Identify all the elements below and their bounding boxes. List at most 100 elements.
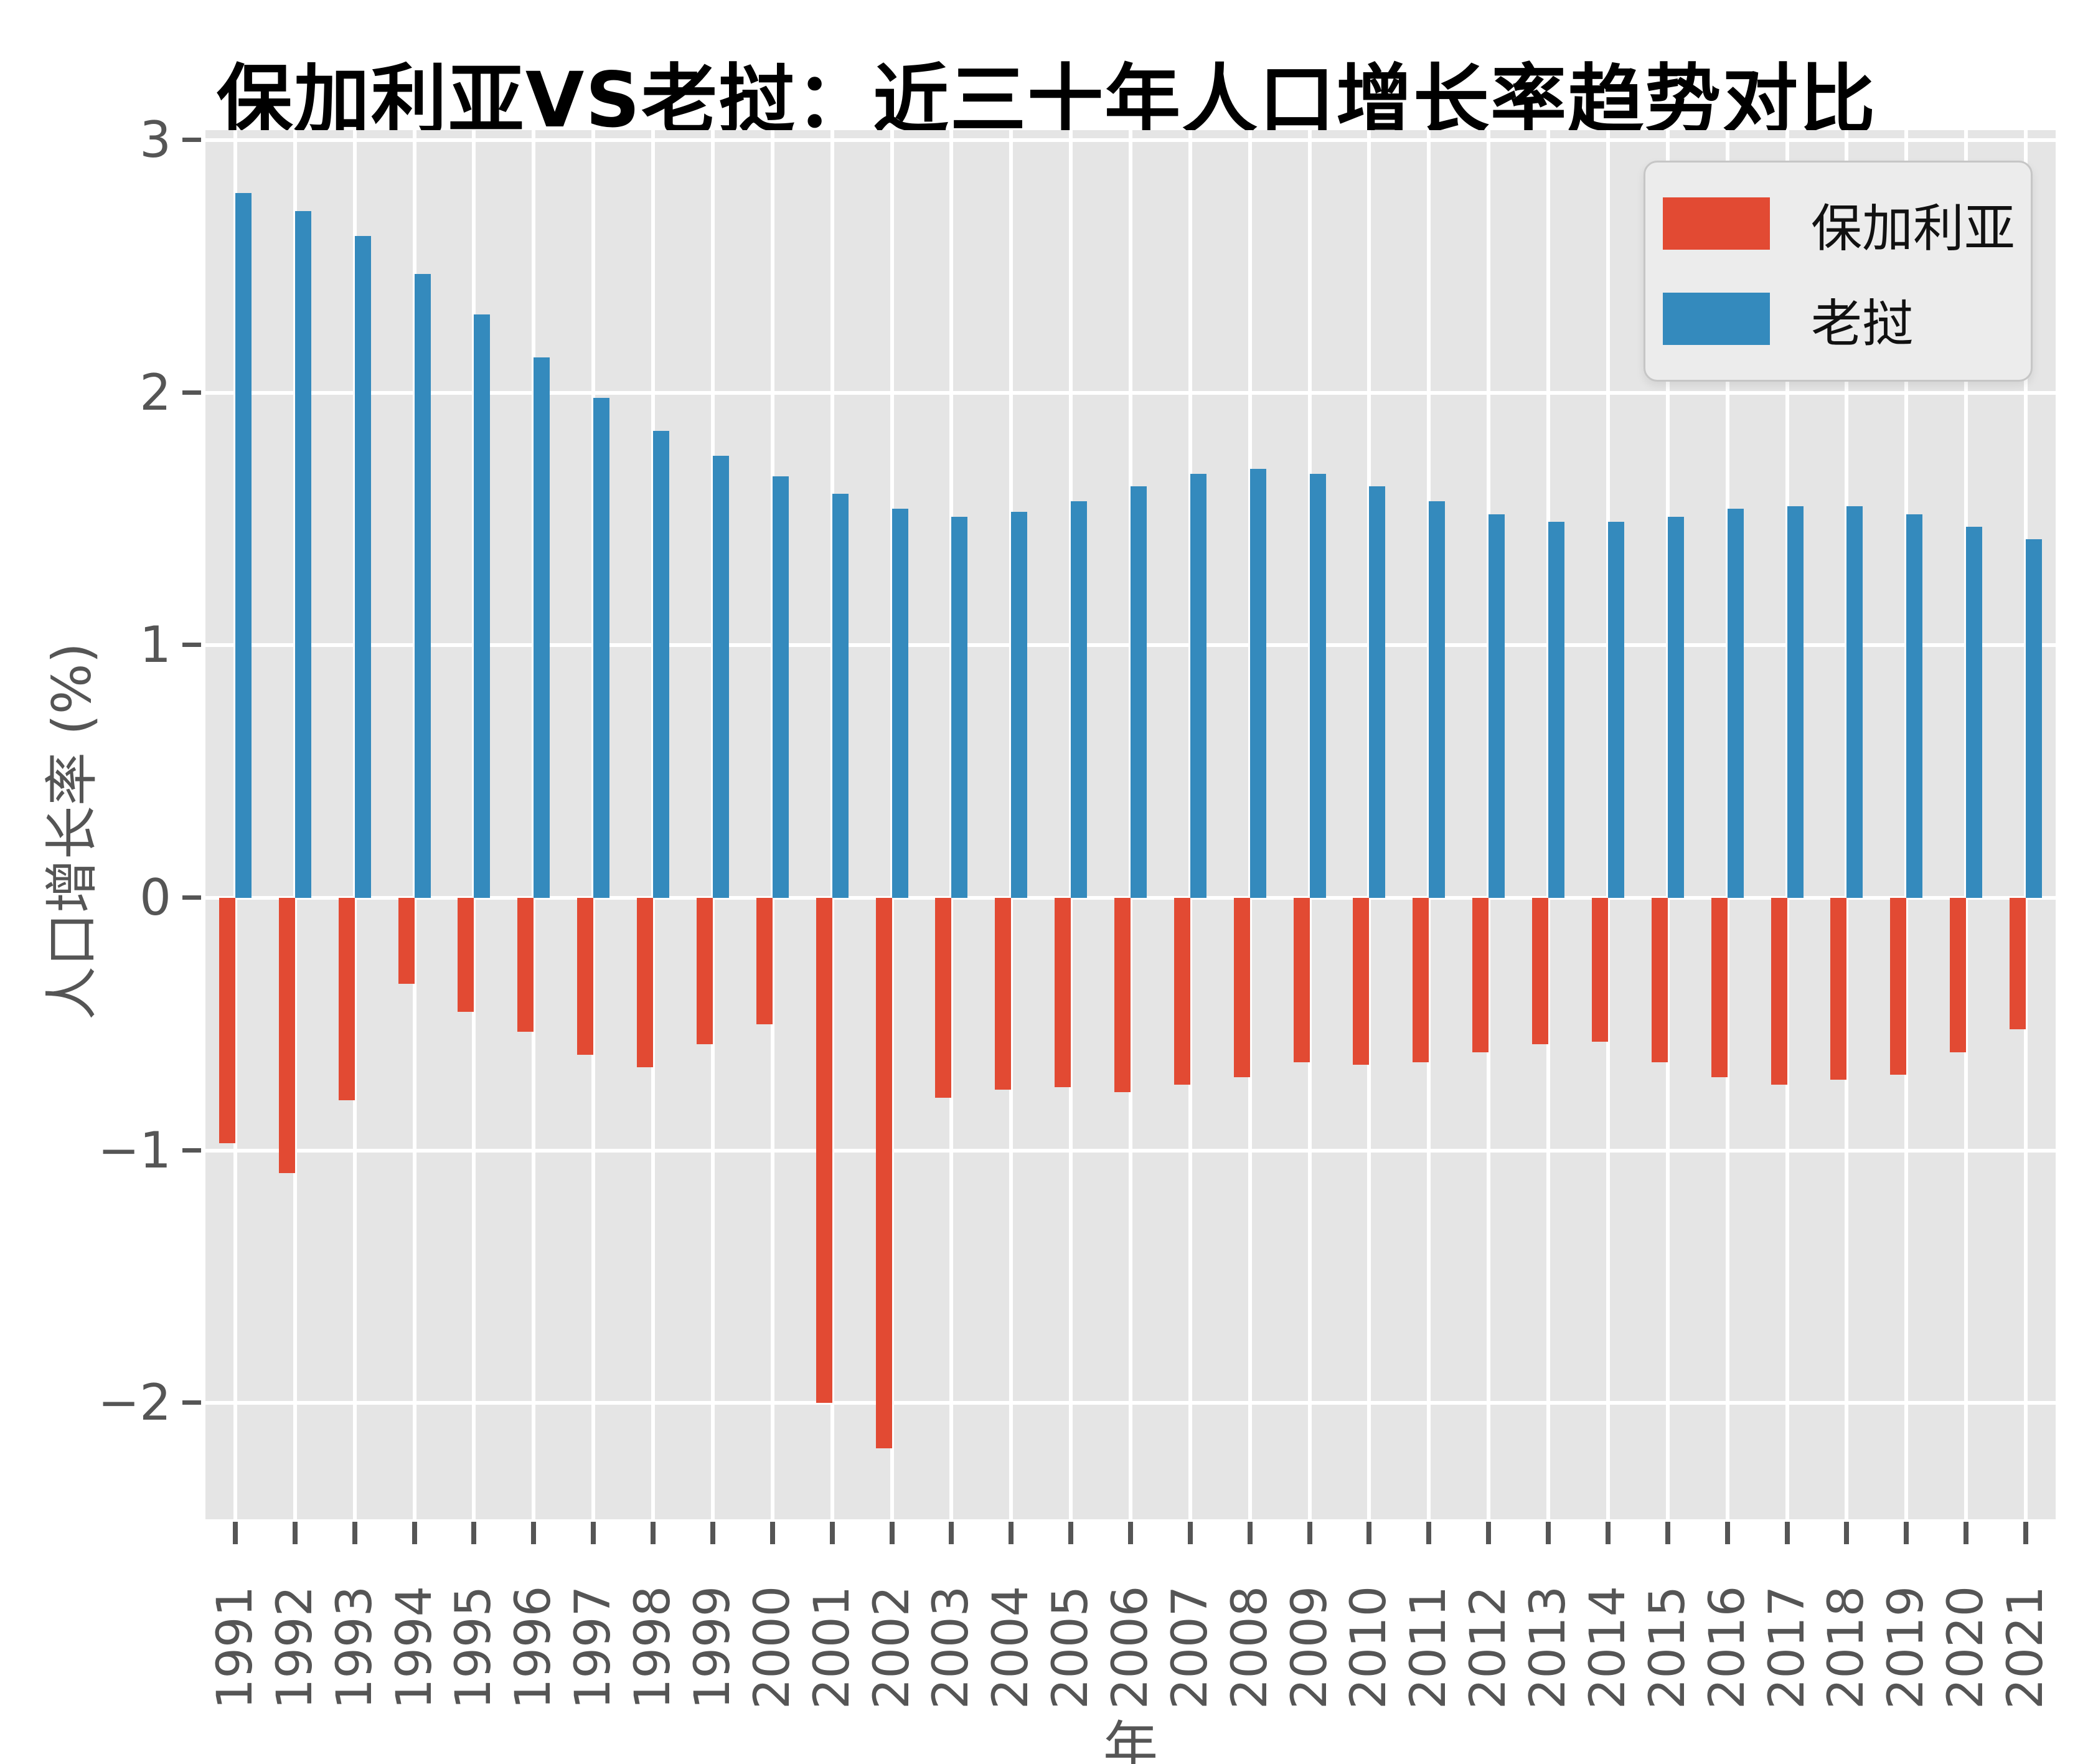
bar-laos-2018 bbox=[1846, 506, 1863, 899]
bulgaria-color-swatch-icon bbox=[1663, 197, 1770, 250]
bar-laos-2017 bbox=[1787, 506, 1804, 899]
y-tick-mark bbox=[182, 895, 201, 900]
x-tick-mark bbox=[1964, 1522, 1969, 1544]
y-gridline bbox=[205, 1148, 2056, 1153]
x-tick-label-1998: 1998 bbox=[625, 1585, 682, 1710]
plot-area: 保加利亚 老挝 bbox=[205, 130, 2056, 1519]
y-tick-mark bbox=[182, 1148, 201, 1153]
x-tick-label-2013: 2013 bbox=[1520, 1585, 1577, 1710]
x-tick-mark bbox=[829, 1522, 835, 1544]
bar-bulgaria-2012 bbox=[1472, 898, 1489, 1052]
bar-bulgaria-2005 bbox=[1055, 898, 1071, 1088]
x-tick-label-1996: 1996 bbox=[506, 1585, 562, 1710]
x-tick-label-2002: 2002 bbox=[863, 1585, 920, 1710]
y-tick-mark bbox=[182, 1400, 201, 1405]
bar-bulgaria-2004 bbox=[995, 898, 1012, 1090]
bar-bulgaria-1992 bbox=[278, 898, 295, 1174]
x-tick-label-2019: 2019 bbox=[1878, 1585, 1935, 1710]
bar-laos-1995 bbox=[474, 314, 491, 899]
x-tick-label-2000: 2000 bbox=[744, 1585, 801, 1710]
x-tick-label-2003: 2003 bbox=[923, 1585, 980, 1710]
bar-bulgaria-2020 bbox=[1950, 898, 1967, 1052]
bar-bulgaria-2014 bbox=[1591, 898, 1608, 1042]
x-tick-mark bbox=[949, 1522, 954, 1544]
x-tick-mark bbox=[471, 1522, 477, 1544]
bar-laos-2001 bbox=[832, 494, 849, 899]
bar-bulgaria-1998 bbox=[637, 898, 654, 1067]
x-tick-label-2007: 2007 bbox=[1162, 1585, 1218, 1710]
bar-laos-2010 bbox=[1369, 486, 1386, 899]
bar-bulgaria-2015 bbox=[1651, 898, 1668, 1062]
bar-bulgaria-2011 bbox=[1413, 898, 1429, 1062]
bar-laos-2008 bbox=[1249, 468, 1266, 899]
chart-title: 保加利亚VS老挝：近三十年人口增长率趋势对比 bbox=[216, 56, 1877, 144]
x-tick-label-2012: 2012 bbox=[1460, 1585, 1517, 1710]
x-tick-mark bbox=[1187, 1522, 1193, 1544]
bar-laos-2015 bbox=[1667, 516, 1684, 899]
bar-bulgaria-2009 bbox=[1293, 898, 1310, 1062]
x-tick-mark bbox=[1247, 1522, 1253, 1544]
bar-laos-2007 bbox=[1190, 473, 1206, 899]
bar-bulgaria-2007 bbox=[1173, 898, 1190, 1085]
y-tick-label: −1 bbox=[98, 1121, 171, 1179]
bar-bulgaria-2010 bbox=[1353, 898, 1370, 1065]
x-tick-label-1992: 1992 bbox=[266, 1585, 323, 1710]
x-tick-mark bbox=[1605, 1522, 1611, 1544]
legend: 保加利亚 老挝 bbox=[1644, 161, 2033, 382]
bar-laos-2021 bbox=[2026, 539, 2043, 899]
bar-laos-2009 bbox=[1309, 473, 1326, 899]
bar-bulgaria-2016 bbox=[1711, 898, 1728, 1078]
x-tick-mark bbox=[292, 1522, 298, 1544]
x-tick-mark bbox=[1486, 1522, 1492, 1544]
x-tick-label-1997: 1997 bbox=[565, 1585, 622, 1710]
x-tick-label-2008: 2008 bbox=[1221, 1585, 1278, 1710]
laos-color-swatch-icon bbox=[1663, 293, 1770, 345]
x-tick-mark bbox=[1009, 1522, 1014, 1544]
x-tick-mark bbox=[710, 1522, 715, 1544]
y-tick-label: −2 bbox=[98, 1374, 171, 1432]
bar-bulgaria-2006 bbox=[1114, 898, 1131, 1093]
x-tick-label-2017: 2017 bbox=[1759, 1585, 1815, 1710]
bar-bulgaria-1994 bbox=[398, 898, 415, 984]
x-tick-mark bbox=[1784, 1522, 1790, 1544]
x-tick-label-2009: 2009 bbox=[1281, 1585, 1338, 1710]
legend-label-laos: 老挝 bbox=[1811, 294, 1914, 354]
x-axis-label: 年 bbox=[1103, 1715, 1158, 1764]
bar-bulgaria-2013 bbox=[1532, 898, 1549, 1045]
y-tick-mark bbox=[182, 138, 201, 143]
bar-bulgaria-2001 bbox=[816, 898, 832, 1403]
x-tick-label-2014: 2014 bbox=[1579, 1585, 1636, 1710]
x-tick-mark bbox=[1128, 1522, 1133, 1544]
x-tick-mark bbox=[352, 1522, 357, 1544]
x-tick-label-2011: 2011 bbox=[1401, 1585, 1457, 1710]
x-tick-label-1991: 1991 bbox=[207, 1585, 263, 1710]
bar-laos-2012 bbox=[1489, 514, 1505, 899]
y-tick-mark bbox=[182, 643, 201, 648]
y-tick-label: 0 bbox=[139, 869, 171, 927]
y-tick-label: 3 bbox=[139, 111, 171, 169]
x-tick-mark bbox=[1546, 1522, 1551, 1544]
bar-laos-2014 bbox=[1607, 521, 1624, 899]
y-tick-label: 1 bbox=[139, 616, 171, 674]
bar-laos-2004 bbox=[1011, 511, 1028, 899]
bar-bulgaria-2017 bbox=[1771, 898, 1787, 1085]
bar-laos-2005 bbox=[1071, 501, 1088, 899]
y-gridline bbox=[205, 138, 2056, 143]
legend-item-laos: 老挝 bbox=[1663, 292, 2012, 354]
x-tick-mark bbox=[1844, 1522, 1850, 1544]
x-tick-label-2006: 2006 bbox=[1103, 1585, 1159, 1710]
bar-bulgaria-1999 bbox=[696, 898, 713, 1045]
x-tick-mark bbox=[531, 1522, 537, 1544]
x-tick-mark bbox=[1665, 1522, 1670, 1544]
x-tick-label-2021: 2021 bbox=[1998, 1585, 2054, 1710]
x-tick-mark bbox=[591, 1522, 596, 1544]
x-tick-mark bbox=[1366, 1522, 1372, 1544]
x-tick-label-1993: 1993 bbox=[326, 1585, 383, 1710]
y-gridline bbox=[205, 896, 2056, 900]
legend-item-bulgaria: 保加利亚 bbox=[1663, 197, 2015, 258]
bar-laos-1996 bbox=[534, 357, 550, 899]
bar-bulgaria-2008 bbox=[1233, 898, 1250, 1078]
bar-laos-2011 bbox=[1429, 501, 1446, 899]
x-tick-mark bbox=[1307, 1522, 1312, 1544]
